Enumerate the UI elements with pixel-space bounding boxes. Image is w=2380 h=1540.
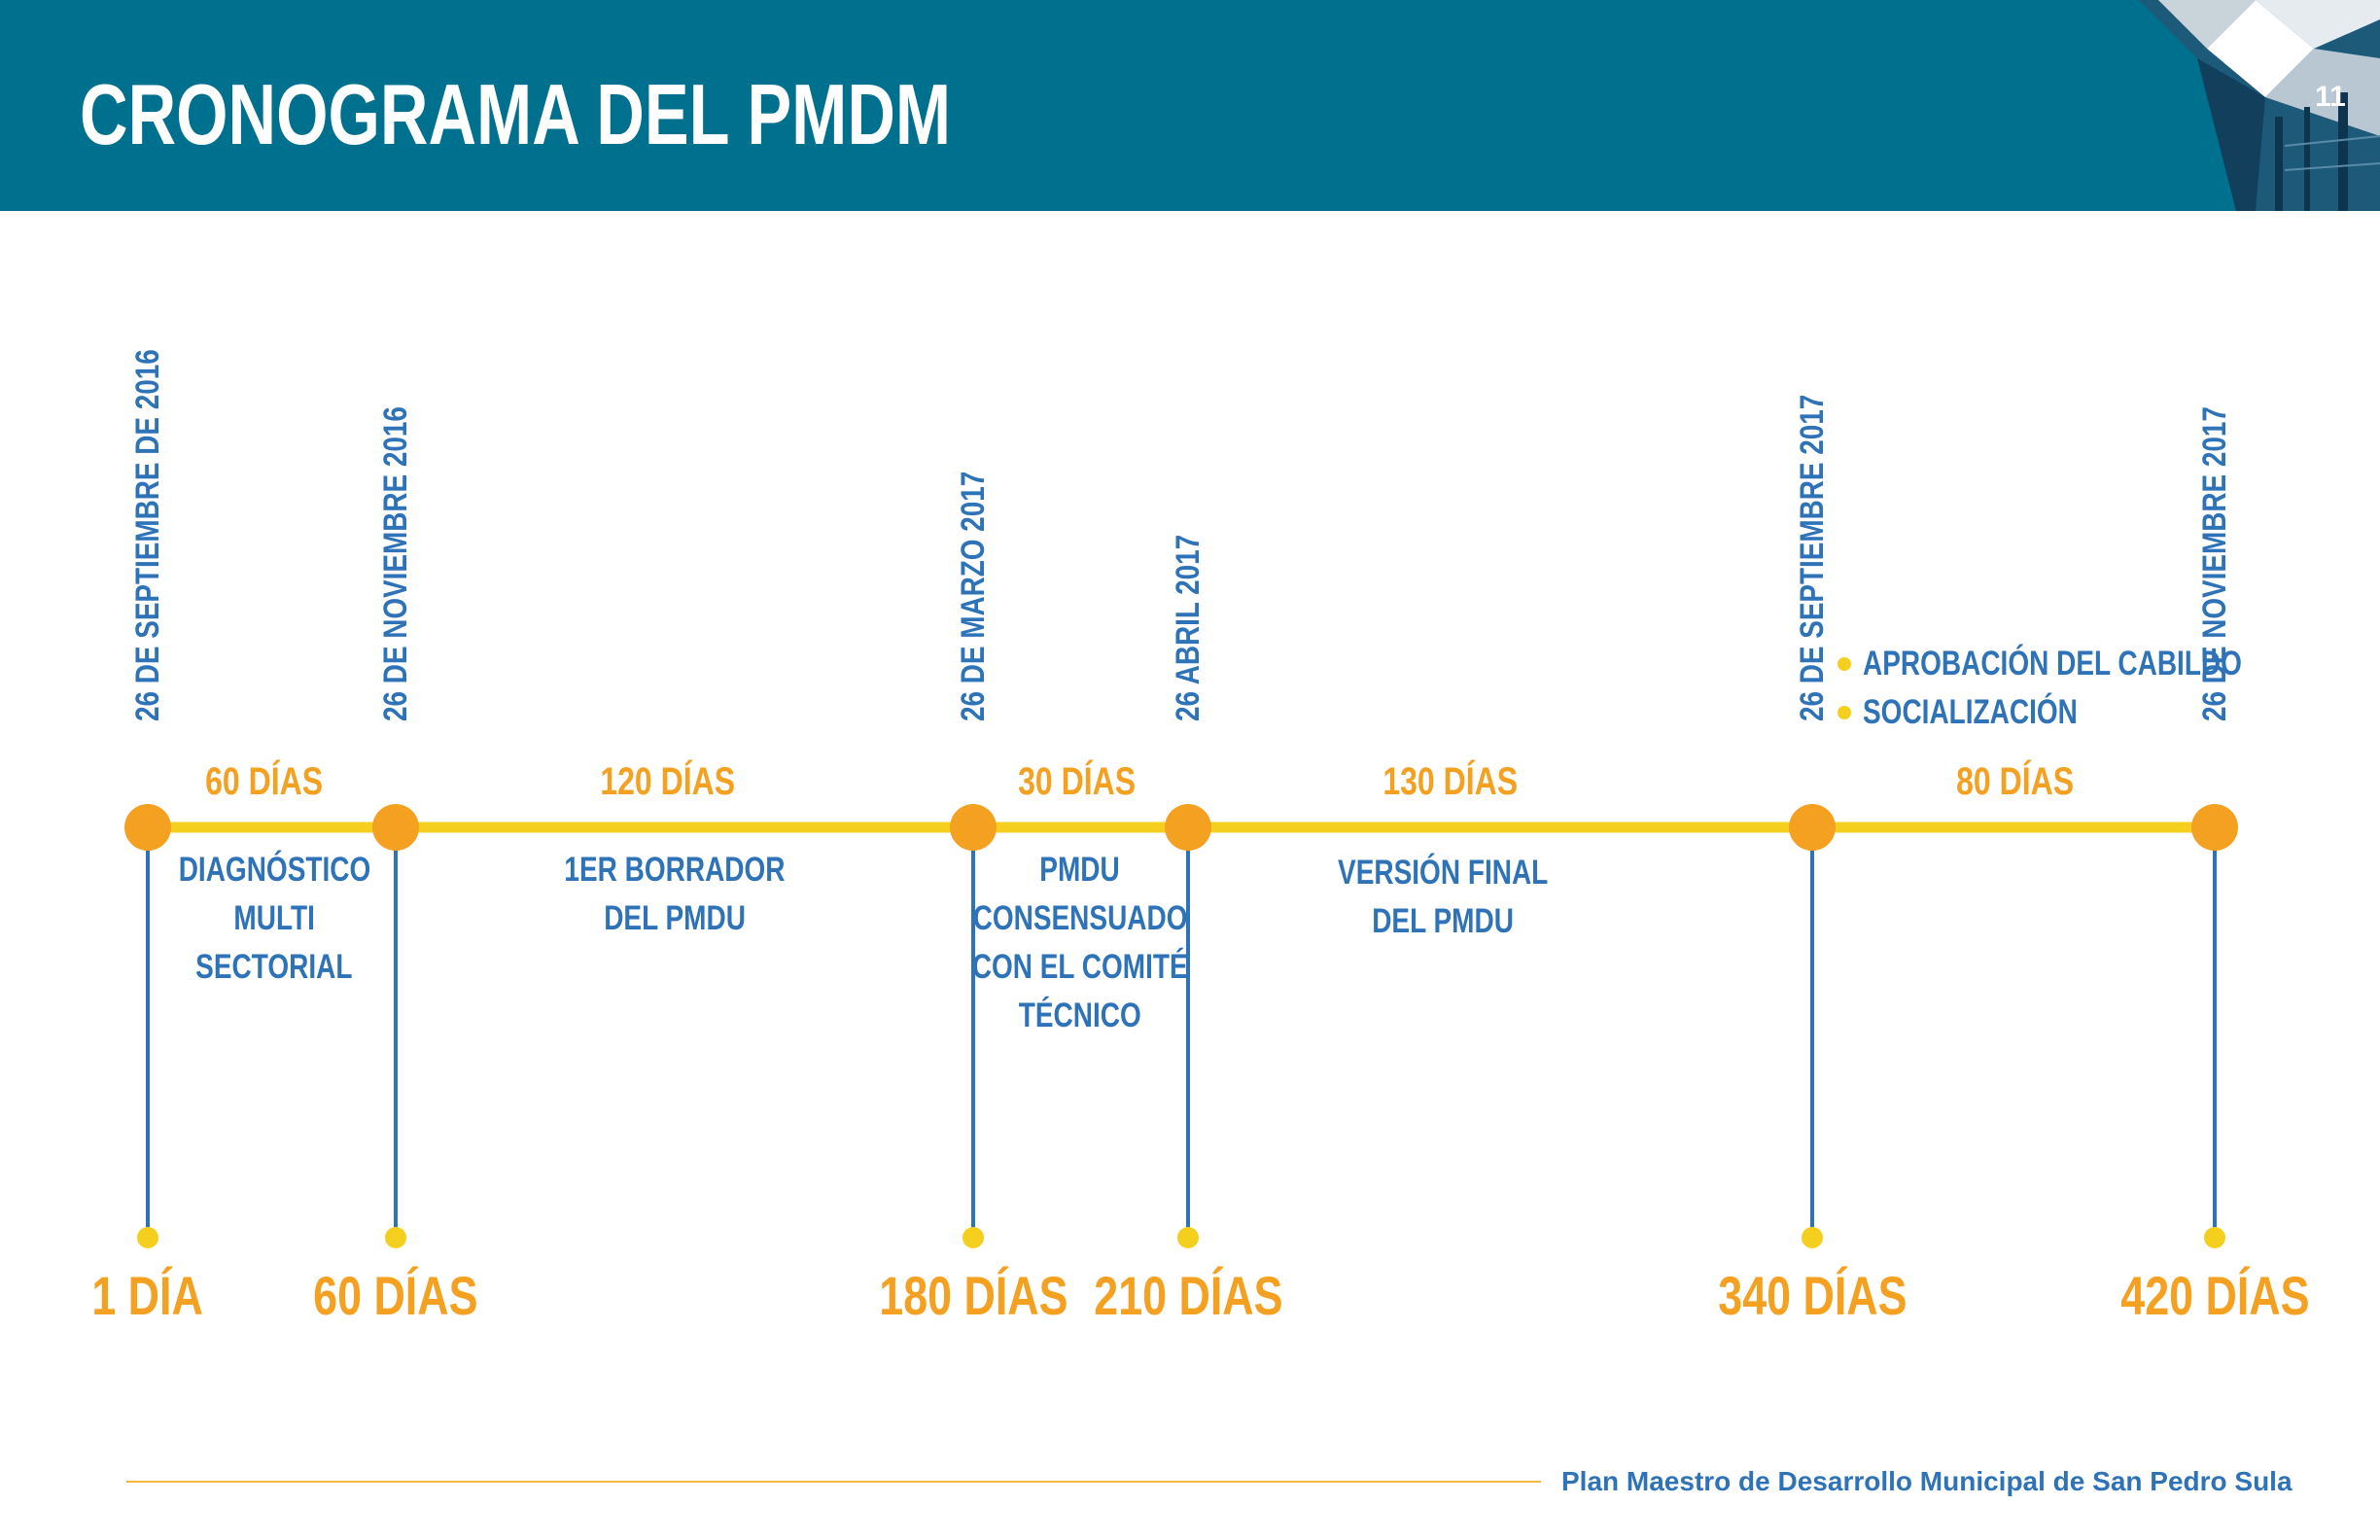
segment-duration: 60 DÍAS <box>205 760 324 803</box>
header-bar: CRONOGRAMA DEL PMDM 11 <box>0 0 2380 211</box>
milestone-end-dot <box>385 1227 406 1248</box>
milestone-marker <box>1789 804 1836 851</box>
milestone-end-dot <box>962 1227 984 1248</box>
milestone-marker <box>1165 804 1211 851</box>
milestone-day-label: 210 DÍAS <box>1093 1265 1283 1326</box>
segment-phase: PMDU CONSENSUADO CON EL COMITÉ TÉCNICO <box>925 846 1236 1040</box>
timeline <box>0 211 2380 1358</box>
segment-duration: 80 DÍAS <box>1956 760 2075 803</box>
milestone-date: 26 DE NOVIEMBRE 2016 <box>377 406 414 721</box>
phase-line: DIAGNÓSTICO <box>178 851 370 889</box>
milestone-day-label: 180 DÍAS <box>878 1265 1068 1326</box>
milestone-date: 26 DE SEPTIEMBRE DE 2016 <box>129 349 166 721</box>
page-number: 11 <box>2315 81 2346 113</box>
milestone-marker <box>2191 804 2238 851</box>
segment-bullet-list: APROBACIÓN DEL CABILDO SOCIALIZACIÓN <box>1838 640 2336 737</box>
milestone-day-label: 60 DÍAS <box>313 1265 478 1326</box>
segment-duration: 30 DÍAS <box>1018 760 1137 803</box>
bullet-item: SOCIALIZACIÓN <box>1838 688 2336 737</box>
phase-line: CON EL COMITÉ <box>972 948 1188 986</box>
timeline-graphic <box>124 804 2238 1248</box>
footer-text: Plan Maestro de Desarrollo Municipal de … <box>1561 1466 2292 1496</box>
bullet-text: APROBACIÓN DEL CABILDO <box>1863 645 2242 682</box>
phase-line: 1ER BORRADOR <box>564 851 786 889</box>
segment-phase: DIAGNÓSTICO MULTI SECTORIAL <box>119 846 430 992</box>
bullet-dot-icon <box>1838 657 1851 671</box>
phase-line: DEL PMDU <box>604 899 746 937</box>
phase-line: CONSENSUADO <box>972 899 1188 937</box>
milestone-end-dot <box>1177 1227 1199 1248</box>
milestone-date: 26 DE SEPTIEMBRE 2017 <box>1794 394 1831 721</box>
milestone-day-label: 1 DÍA <box>91 1265 204 1326</box>
milestone-end-dot <box>2204 1227 2225 1248</box>
phase-line: PMDU <box>1039 851 1121 889</box>
phase-line: VERSIÓN FINAL <box>1337 854 1549 892</box>
phase-line: MULTI <box>233 899 315 937</box>
footer-divider <box>126 1481 1541 1483</box>
phase-line: SECTORIAL <box>195 948 353 986</box>
milestone-date: 26 ABRIL 2017 <box>1170 534 1207 721</box>
segment-duration: 130 DÍAS <box>1382 760 1519 803</box>
milestone-marker <box>124 804 171 851</box>
milestone-end-dot <box>1802 1227 1823 1248</box>
milestone-date: 26 DE MARZO 2017 <box>955 471 992 721</box>
bullet-item: APROBACIÓN DEL CABILDO <box>1838 640 2336 688</box>
building-image <box>2139 0 2380 211</box>
bullet-text: SOCIALIZACIÓN <box>1863 693 2078 731</box>
page-title: CRONOGRAMA DEL PMDM <box>80 66 952 162</box>
milestone-end-dot <box>137 1227 158 1248</box>
segment-phase: VERSIÓN FINAL DEL PMDU <box>1287 849 1598 946</box>
bullet-dot-icon <box>1838 706 1851 719</box>
milestone-day-label: 420 DÍAS <box>2119 1265 2310 1326</box>
milestone-marker <box>950 804 997 851</box>
segment-duration: 120 DÍAS <box>600 760 736 803</box>
phase-line: TÉCNICO <box>1019 997 1141 1034</box>
phase-line: DEL PMDU <box>1372 902 1514 940</box>
milestone-day-label: 340 DÍAS <box>1717 1265 1908 1326</box>
segment-phase: 1ER BORRADOR DEL PMDU <box>519 846 830 943</box>
milestone-marker <box>372 804 419 851</box>
corner-graphic <box>2139 0 2380 211</box>
